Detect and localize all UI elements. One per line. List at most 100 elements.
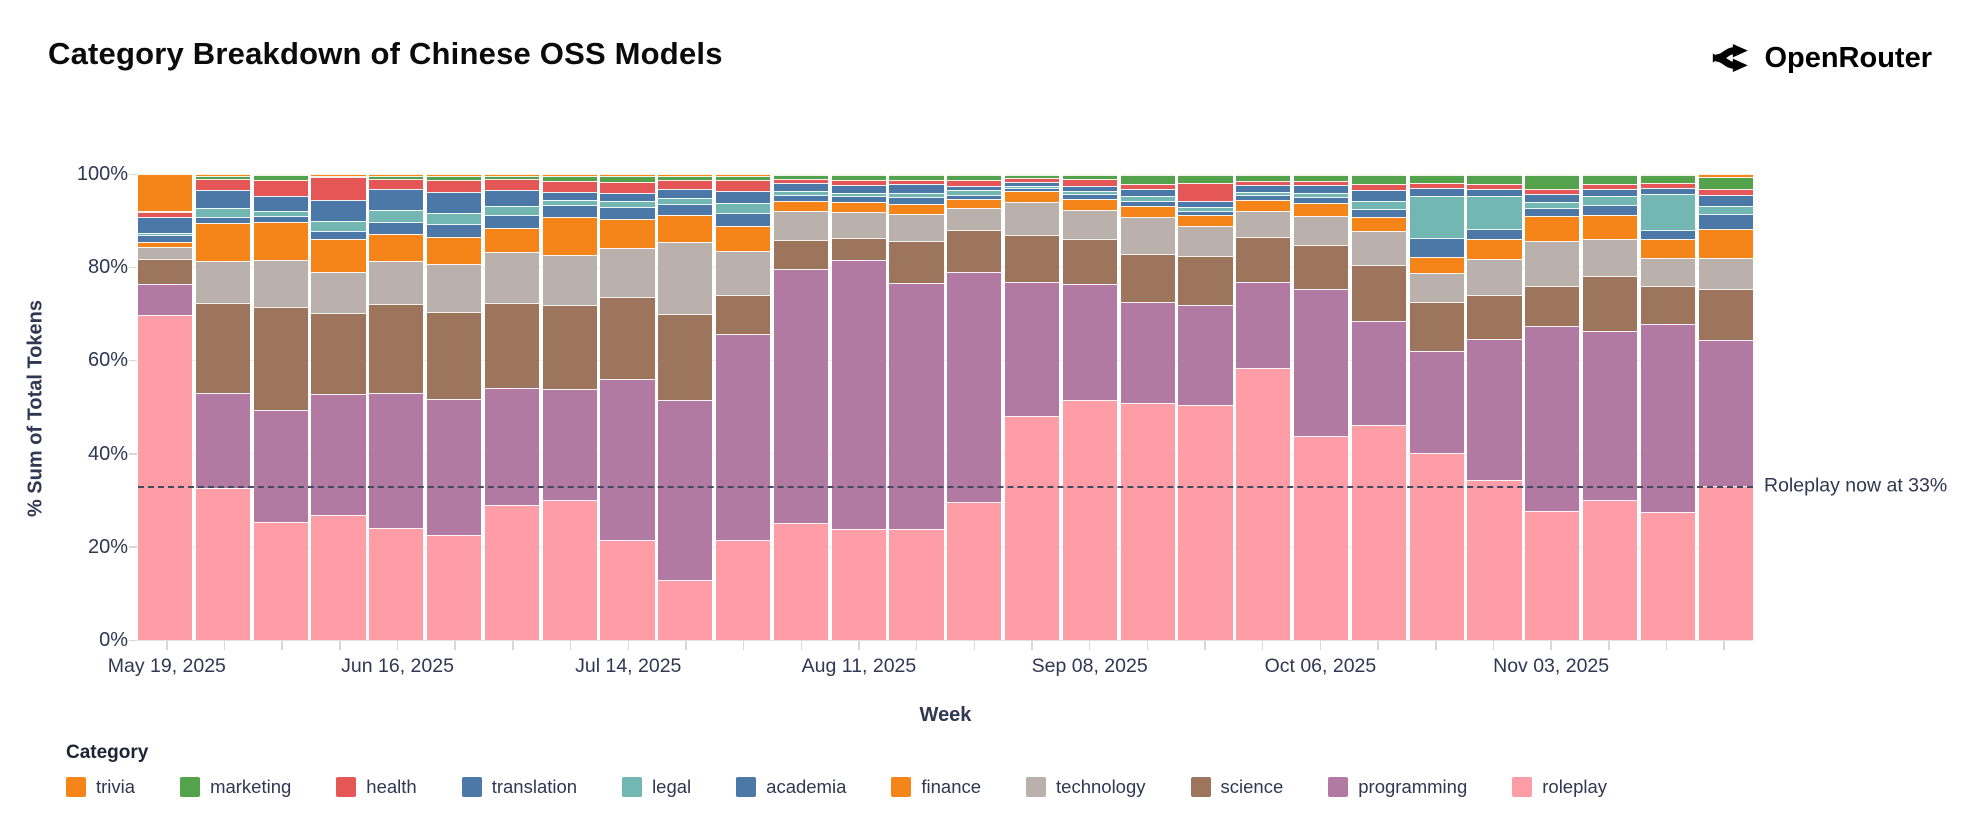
health-segment[interactable] (1351, 184, 1407, 190)
roleplay-segment[interactable] (1120, 402, 1175, 640)
translation-segment[interactable] (1351, 189, 1407, 201)
bar-aug-25-2025[interactable] (947, 174, 1002, 640)
academia-segment[interactable] (1640, 230, 1696, 240)
technology-segment[interactable] (947, 207, 1002, 231)
marketing-segment[interactable] (484, 175, 540, 180)
legal-segment[interactable] (889, 193, 944, 197)
translation-segment[interactable] (773, 183, 829, 192)
health-segment[interactable] (1467, 183, 1522, 190)
translation-segment[interactable] (1004, 182, 1060, 187)
finance-segment[interactable] (1004, 190, 1060, 203)
finance-segment[interactable] (715, 225, 771, 252)
bar-aug-04-2025[interactable] (773, 174, 829, 640)
science-segment[interactable] (1062, 239, 1118, 285)
translation-segment[interactable] (658, 188, 713, 199)
technology-segment[interactable] (1582, 239, 1638, 277)
trivia-segment[interactable] (715, 174, 771, 176)
translation-segment[interactable] (369, 189, 424, 210)
science-segment[interactable] (1698, 289, 1753, 341)
marketing-segment[interactable] (311, 176, 366, 178)
technology-segment[interactable] (1351, 231, 1407, 266)
academia-segment[interactable] (831, 195, 886, 202)
roleplay-segment[interactable] (831, 529, 886, 640)
health-segment[interactable] (311, 177, 366, 200)
marketing-segment[interactable] (715, 175, 771, 181)
academia-segment[interactable] (1178, 210, 1233, 215)
roleplay-segment[interactable] (1640, 512, 1696, 640)
science-segment[interactable] (658, 313, 713, 401)
programming-segment[interactable] (1293, 288, 1349, 437)
roleplay-segment[interactable] (947, 501, 1002, 640)
legend-item-science[interactable]: science (1190, 776, 1283, 798)
technology-segment[interactable] (1178, 226, 1233, 257)
finance-segment[interactable] (1525, 215, 1580, 241)
bar-sep-08-2025[interactable] (1062, 174, 1118, 640)
bar-jun-02-2025[interactable] (253, 174, 308, 640)
translation-segment[interactable] (1236, 185, 1291, 193)
technology-segment[interactable] (369, 261, 424, 304)
finance-segment[interactable] (426, 236, 482, 265)
translation-segment[interactable] (542, 192, 597, 201)
health-segment[interactable] (600, 181, 655, 194)
science-segment[interactable] (195, 302, 251, 393)
academia-segment[interactable] (773, 195, 829, 201)
finance-segment[interactable] (773, 200, 829, 211)
academia-segment[interactable] (658, 203, 713, 215)
legend-item-trivia[interactable]: trivia (66, 776, 135, 798)
marketing-segment[interactable] (1062, 175, 1118, 179)
bar-oct-13-2025[interactable] (1351, 174, 1407, 640)
science-segment[interactable] (831, 237, 886, 260)
legal-segment[interactable] (426, 212, 482, 225)
academia-segment[interactable] (1293, 197, 1349, 204)
marketing-segment[interactable] (889, 175, 944, 180)
roleplay-segment[interactable] (658, 580, 713, 640)
legal-segment[interactable] (484, 206, 540, 216)
marketing-segment[interactable] (1293, 175, 1349, 181)
health-segment[interactable] (1120, 183, 1175, 190)
legal-segment[interactable] (773, 191, 829, 196)
finance-segment[interactable] (658, 214, 713, 243)
academia-segment[interactable] (1120, 200, 1175, 206)
academia-segment[interactable] (1467, 229, 1522, 240)
science-segment[interactable] (138, 259, 193, 285)
legal-segment[interactable] (715, 202, 771, 213)
programming-segment[interactable] (1004, 282, 1060, 417)
technology-segment[interactable] (831, 212, 886, 238)
legal-segment[interactable] (1120, 196, 1175, 201)
legal-segment[interactable] (1062, 191, 1118, 194)
trivia-segment[interactable] (1236, 174, 1291, 176)
finance-segment[interactable] (1467, 239, 1522, 260)
academia-segment[interactable] (1582, 204, 1638, 215)
programming-segment[interactable] (773, 269, 829, 523)
technology-segment[interactable] (1062, 209, 1118, 240)
legal-segment[interactable] (1467, 195, 1522, 230)
legal-segment[interactable] (1640, 194, 1696, 231)
bar-sep-22-2025[interactable] (1178, 174, 1233, 640)
bar-jul-21-2025[interactable] (658, 174, 713, 640)
legal-segment[interactable] (369, 209, 424, 222)
translation-segment[interactable] (253, 195, 308, 211)
trivia-segment[interactable] (600, 174, 655, 177)
finance-segment[interactable] (253, 222, 308, 260)
trivia-segment[interactable] (1525, 174, 1580, 175)
trivia-segment[interactable] (1467, 174, 1522, 175)
finance-segment[interactable] (369, 234, 424, 262)
programming-segment[interactable] (1062, 284, 1118, 401)
finance-segment[interactable] (542, 217, 597, 256)
health-segment[interactable] (658, 179, 713, 189)
translation-segment[interactable] (1120, 189, 1175, 197)
technology-segment[interactable] (253, 259, 308, 308)
marketing-segment[interactable] (773, 175, 829, 180)
marketing-segment[interactable] (831, 175, 886, 181)
translation-segment[interactable] (1698, 194, 1753, 206)
programming-segment[interactable] (715, 334, 771, 540)
programming-segment[interactable] (1640, 324, 1696, 513)
bar-jun-30-2025[interactable] (484, 174, 540, 640)
programming-segment[interactable] (1409, 350, 1464, 454)
science-segment[interactable] (947, 230, 1002, 272)
openrouter-logo[interactable]: OpenRouter (1712, 38, 1932, 78)
finance-segment[interactable] (1236, 200, 1291, 212)
trivia-segment[interactable] (426, 174, 482, 176)
bar-aug-11-2025[interactable] (831, 174, 886, 640)
legend-item-translation[interactable]: translation (461, 776, 577, 798)
